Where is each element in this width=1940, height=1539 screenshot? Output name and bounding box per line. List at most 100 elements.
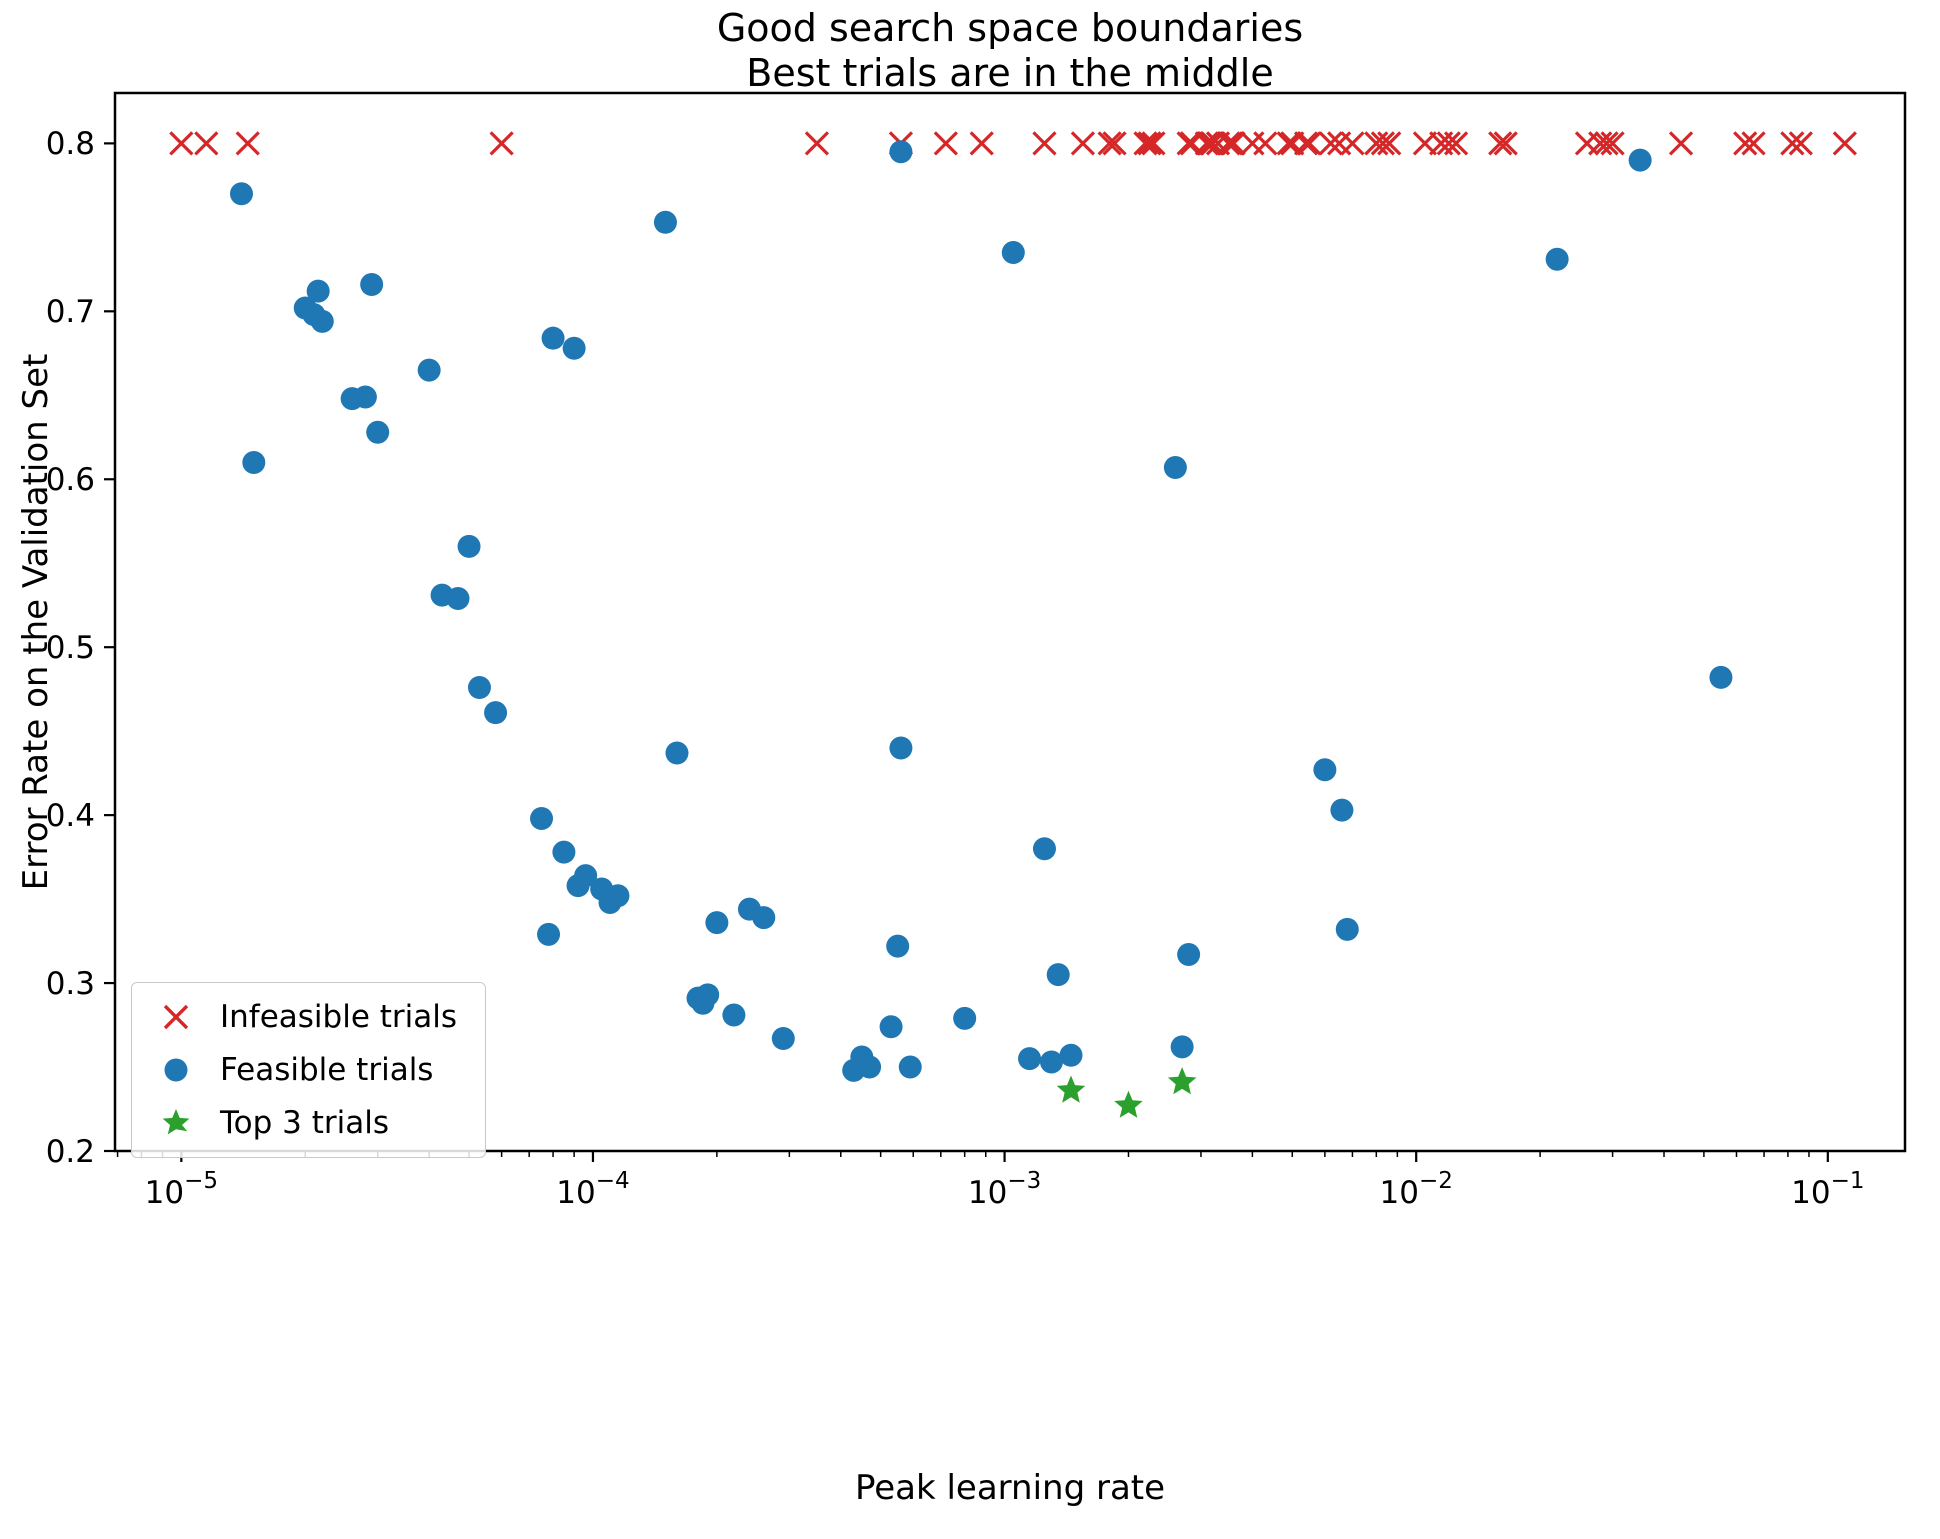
feasible-trial-marker <box>705 911 729 935</box>
y-tick-label: 0.8 <box>46 126 95 162</box>
infeasible-trial-marker <box>1194 131 1219 156</box>
plot-border <box>113 91 1907 1153</box>
infeasible-trial-marker <box>1493 131 1518 156</box>
feasible-trial-marker <box>898 1055 922 1079</box>
infeasible-trial-marker <box>194 131 219 156</box>
feasible-trial-marker <box>366 420 390 444</box>
infeasible-trial-marker <box>1594 131 1619 156</box>
y-tick-label: 0.2 <box>46 1134 95 1170</box>
legend-item-infeasible: Infeasible trials <box>154 999 457 1035</box>
legend-label-top3: Top 3 trials <box>220 1105 390 1141</box>
infeasible-trial-marker <box>804 131 830 156</box>
infeasible-trial-marker <box>1741 131 1766 156</box>
infeasible-trial-marker <box>489 131 514 156</box>
infeasible-trial-marker <box>933 131 958 156</box>
feasible-trial-marker <box>606 884 630 908</box>
top-trial-marker <box>1114 1090 1143 1118</box>
x-tick-label: 10−3 <box>968 1168 1041 1211</box>
feasible-trial-marker <box>229 182 253 206</box>
feasible-trial-marker <box>310 309 334 333</box>
feasible-trial-marker <box>1330 798 1354 822</box>
legend-label-feasible: Feasible trials <box>220 1052 434 1088</box>
feasible-trial-marker <box>541 326 565 350</box>
y-tick-label: 0.6 <box>46 462 95 498</box>
feasible-trial-marker <box>446 586 470 610</box>
feasible-trial-marker <box>1313 758 1337 782</box>
chart-title-line1: Good search space boundaries <box>716 6 1304 50</box>
feasible-trial-marker <box>562 336 586 360</box>
infeasible-trial-marker <box>1137 131 1162 156</box>
legend: Infeasible trials Feasible trials Top 3 … <box>131 982 487 1158</box>
feasible-trial-marker <box>417 358 441 382</box>
feasible-trial-marker <box>1545 247 1569 271</box>
infeasible-trial-marker <box>1216 131 1241 156</box>
infeasible-trial-marker <box>1276 131 1301 156</box>
infeasible-trial-marker <box>1443 131 1469 156</box>
feasible-trial-marker <box>665 741 689 765</box>
feasible-trial-marker <box>752 906 776 930</box>
feasible-trial-marker <box>574 864 598 888</box>
feasible-trial-marker <box>242 450 266 474</box>
infeasible-trial-marker <box>1197 131 1222 156</box>
feasible-trial-marker <box>879 1015 903 1039</box>
feasible-trial-marker <box>886 934 910 958</box>
y-tick-label: 0.7 <box>46 294 95 330</box>
feasible-trial-marker <box>1163 455 1187 479</box>
infeasible-trial-marker <box>1588 131 1613 156</box>
infeasible-trial-marker <box>1221 131 1246 156</box>
infeasible-trial-marker <box>1253 131 1278 156</box>
infeasible-trial-marker <box>1297 131 1322 156</box>
y-tick-label: 0.5 <box>46 630 95 666</box>
infeasible-trial-marker <box>1370 131 1396 156</box>
feasible-trial-marker <box>653 210 677 234</box>
infeasible-trial-marker <box>1832 131 1857 156</box>
feasible-trial-marker <box>1059 1043 1083 1067</box>
infeasible-trial-marker <box>1780 131 1805 156</box>
feasible-trial-marker <box>552 840 576 864</box>
x-tick-label: 10−4 <box>556 1168 629 1211</box>
infeasible-trial-marker <box>969 131 994 156</box>
infeasible-trial-marker <box>169 131 194 156</box>
feasible-trial-marker <box>484 701 508 725</box>
feasible-trial-marker <box>1039 1050 1063 1074</box>
feasible-trial-marker <box>360 272 384 296</box>
chart-title: Good search space boundaries Best trials… <box>115 6 1905 96</box>
feasible-trial-marker <box>530 806 554 830</box>
infeasible-trial-marker <box>1141 131 1166 156</box>
infeasible-trial-marker <box>235 131 260 156</box>
legend-item-feasible: Feasible trials <box>154 1052 457 1088</box>
feasible-trial-marker <box>1177 943 1201 967</box>
infeasible-trial-marker <box>1070 131 1096 156</box>
feasible-trial-marker <box>1032 837 1056 861</box>
feasible-trial-marker <box>858 1055 882 1079</box>
star-marker-icon <box>154 1106 198 1140</box>
y-tick-label: 0.4 <box>46 798 95 834</box>
feasible-trial-marker <box>953 1006 977 1030</box>
circle-marker-icon <box>154 1053 198 1087</box>
legend-item-top3: Top 3 trials <box>154 1105 457 1141</box>
feasible-trial-marker <box>889 140 913 164</box>
infeasible-trial-marker <box>1102 131 1127 156</box>
infeasible-trial-marker <box>1600 131 1625 156</box>
legend-label-infeasible: Infeasible trials <box>220 999 458 1035</box>
infeasible-trial-marker <box>1377 131 1402 156</box>
infeasible-trial-marker <box>1788 131 1813 156</box>
infeasible-trial-marker <box>1218 131 1244 156</box>
infeasible-trial-marker <box>1668 131 1694 156</box>
feasible-trial-marker <box>889 736 913 760</box>
infeasible-trial-marker <box>1097 131 1122 156</box>
infeasible-trial-marker <box>1176 131 1201 156</box>
x-marker-icon <box>154 1000 198 1034</box>
infeasible-trial-marker <box>1240 131 1265 156</box>
y-axis-label: Error Rate on the Validation Set <box>16 353 56 891</box>
x-axis-label: Peak learning rate <box>854 1468 1166 1508</box>
infeasible-trial-marker <box>1293 131 1319 156</box>
feasible-trial-marker <box>457 534 481 558</box>
feasible-trial-marker <box>1335 917 1359 941</box>
infeasible-trial-marker <box>1733 131 1758 156</box>
x-tick-label: 10−2 <box>1380 1168 1453 1211</box>
x-tick-label: 10−1 <box>1791 1168 1864 1211</box>
infeasible-trial-marker <box>1318 131 1343 156</box>
